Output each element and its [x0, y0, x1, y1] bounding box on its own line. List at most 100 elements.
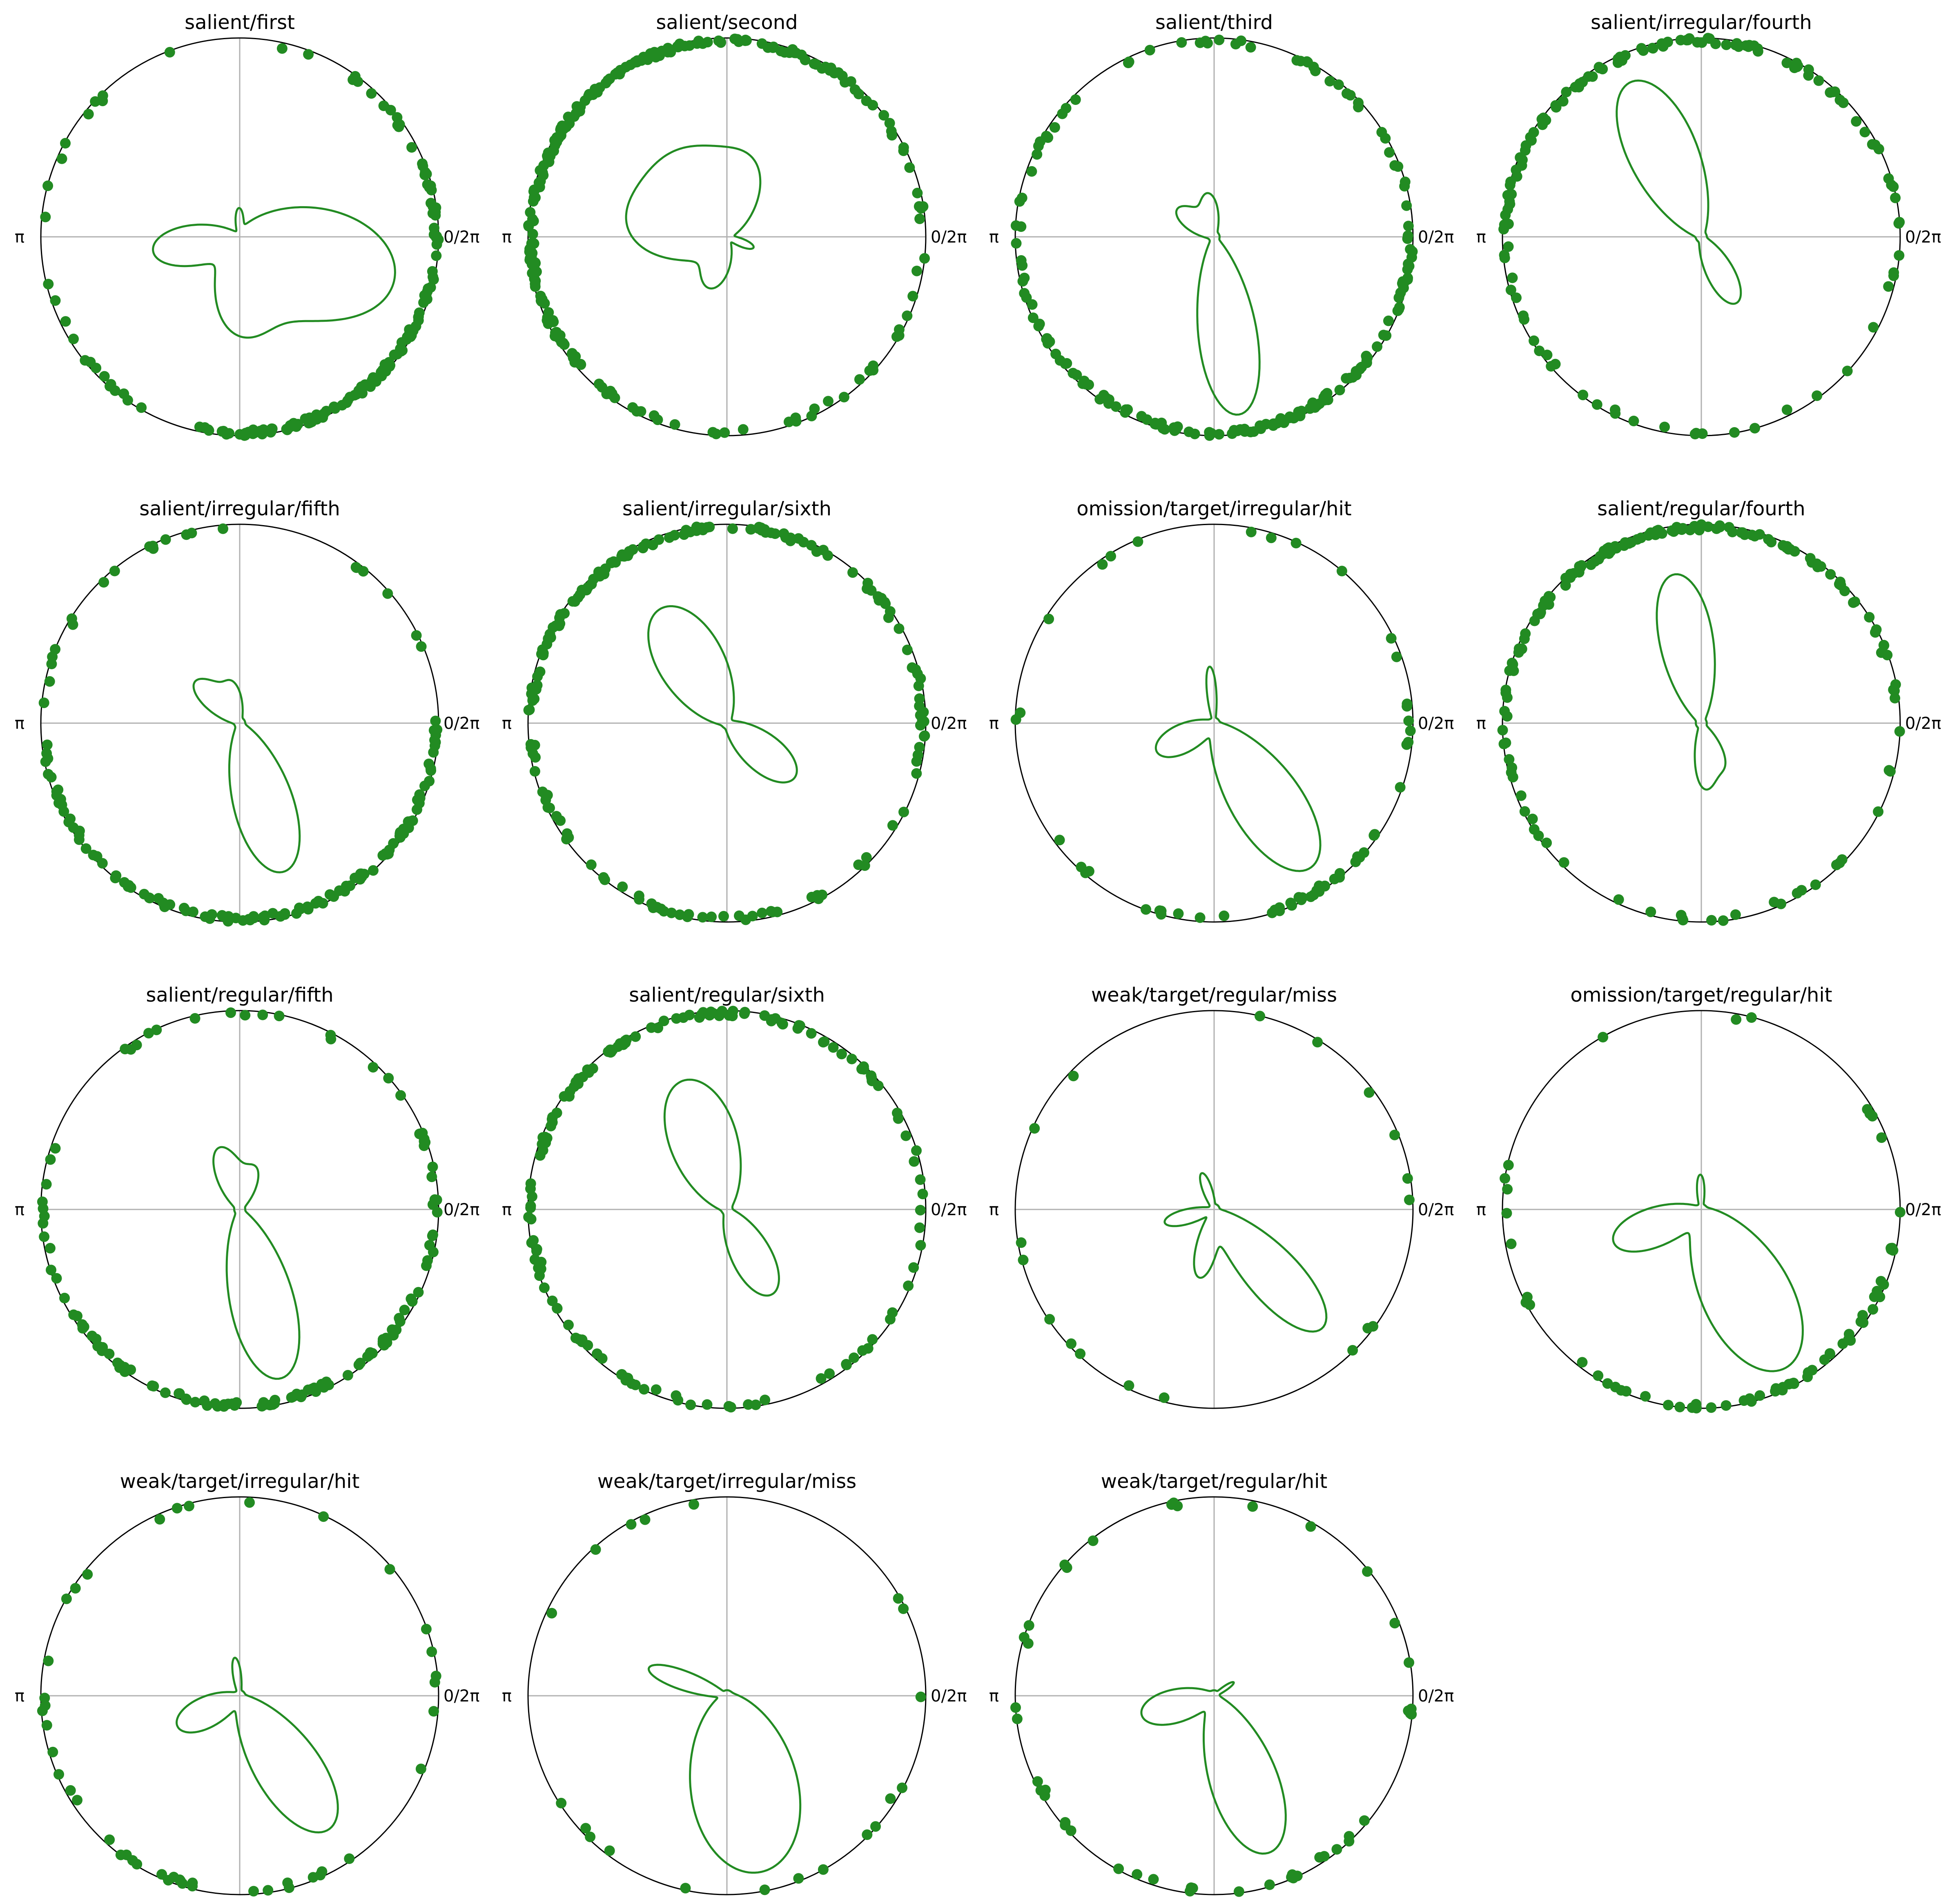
tick-label-zero: 0/2π	[443, 1687, 479, 1706]
data-point	[1537, 119, 1548, 130]
data-point	[1560, 580, 1571, 591]
data-point	[1314, 1852, 1325, 1863]
data-point	[46, 772, 57, 783]
data-point	[427, 1161, 438, 1172]
data-point	[294, 902, 305, 913]
data-point	[1342, 88, 1352, 99]
data-point	[231, 1397, 242, 1408]
panel-title: salient/third	[1155, 11, 1273, 34]
data-point	[1010, 714, 1021, 725]
data-point	[1890, 192, 1901, 203]
data-point	[1752, 43, 1763, 54]
data-point	[1132, 1869, 1143, 1880]
data-point	[230, 913, 241, 924]
data-point	[1879, 640, 1890, 651]
data-point	[1577, 1357, 1588, 1368]
data-point	[181, 1394, 192, 1405]
data-point	[413, 315, 424, 326]
data-point	[420, 167, 431, 178]
data-point	[199, 1395, 210, 1406]
data-point	[77, 1323, 88, 1334]
data-point	[44, 676, 55, 687]
tick-label-zero: 0/2π	[931, 1200, 967, 1219]
data-point	[413, 1287, 424, 1298]
data-point	[186, 528, 197, 539]
data-point	[1558, 857, 1569, 868]
data-point	[122, 395, 133, 406]
data-point	[593, 379, 604, 390]
data-point	[65, 1785, 76, 1796]
data-point	[861, 95, 872, 106]
density-curve	[647, 605, 798, 784]
data-point	[325, 890, 336, 901]
data-point	[417, 158, 428, 169]
data-point	[258, 912, 269, 922]
data-point	[41, 1720, 52, 1731]
data-point	[1885, 766, 1896, 777]
data-point	[1525, 132, 1536, 143]
data-point	[884, 118, 895, 129]
panel-title: salient/second	[656, 11, 798, 34]
data-point	[753, 521, 764, 532]
data-point	[873, 591, 883, 602]
data-point	[651, 902, 662, 913]
data-point	[1518, 310, 1529, 321]
data-point	[1885, 1243, 1897, 1254]
data-point	[1721, 39, 1732, 50]
data-point	[428, 1706, 439, 1717]
data-point	[626, 1519, 637, 1530]
data-point	[1776, 898, 1787, 909]
data-point	[918, 201, 929, 212]
data-point	[535, 666, 546, 677]
data-point	[310, 898, 321, 909]
data-point	[738, 424, 749, 435]
data-point	[1591, 399, 1602, 410]
data-point	[546, 1120, 556, 1131]
data-point	[525, 1200, 536, 1211]
data-point	[1173, 908, 1184, 919]
data-point	[592, 1348, 602, 1359]
data-point	[1578, 390, 1589, 401]
data-point	[915, 1205, 926, 1216]
data-point	[793, 1873, 804, 1884]
data-point	[257, 429, 268, 440]
data-point	[1320, 389, 1331, 400]
data-point	[1671, 522, 1682, 532]
data-point	[583, 90, 594, 101]
data-point	[586, 859, 597, 870]
data-point	[1500, 1173, 1511, 1184]
data-point	[791, 416, 802, 427]
data-point	[1144, 45, 1155, 56]
data-point	[1264, 1879, 1275, 1890]
data-point	[1011, 238, 1022, 249]
data-point	[1598, 548, 1609, 559]
data-point	[1697, 428, 1708, 439]
data-point	[1883, 173, 1894, 184]
density-curve	[647, 1663, 802, 1874]
data-point	[794, 1020, 805, 1031]
data-point	[203, 424, 214, 435]
data-point	[836, 1049, 847, 1060]
data-point	[74, 830, 85, 841]
data-point	[910, 664, 921, 675]
data-point	[218, 523, 228, 534]
data-point	[1247, 1501, 1258, 1512]
data-point	[886, 126, 897, 137]
data-point	[806, 1028, 817, 1039]
data-point	[1044, 336, 1055, 347]
data-point	[1202, 38, 1213, 49]
data-point	[662, 42, 673, 53]
data-point	[1706, 915, 1717, 926]
data-point	[404, 324, 415, 335]
data-point	[1043, 613, 1054, 624]
data-point	[1729, 427, 1740, 438]
data-point	[1585, 559, 1596, 570]
polar-panel: omission/target/regular/hit 0/2π π	[1476, 984, 1941, 1414]
data-point	[845, 76, 856, 87]
data-point	[1515, 643, 1526, 654]
data-point	[269, 1398, 280, 1409]
data-point	[796, 49, 807, 60]
data-point	[768, 42, 779, 53]
data-point	[70, 1583, 81, 1594]
data-point	[1873, 144, 1884, 154]
